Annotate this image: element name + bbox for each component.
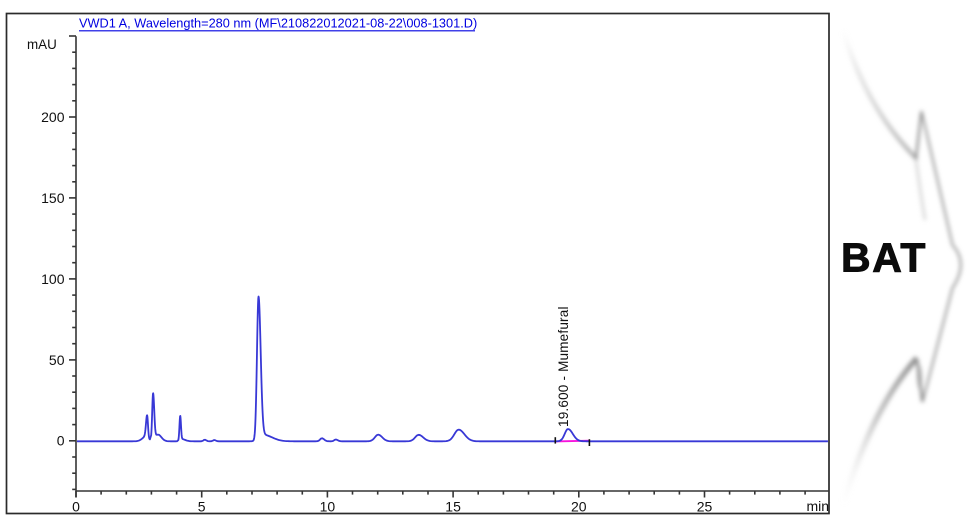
svg-text:5: 5 — [198, 499, 206, 515]
svg-text:0: 0 — [72, 499, 80, 515]
svg-text:min: min — [806, 498, 829, 514]
svg-text:15: 15 — [445, 499, 461, 515]
svg-text:50: 50 — [49, 352, 65, 368]
svg-text:19.600 - Mumefural: 19.600 - Mumefural — [556, 306, 571, 427]
svg-text:25: 25 — [697, 499, 713, 515]
svg-text:10: 10 — [320, 499, 336, 515]
svg-text:100: 100 — [41, 271, 65, 287]
svg-text:0: 0 — [57, 433, 65, 449]
svg-text:200: 200 — [41, 109, 65, 125]
svg-text:BAT: BAT — [841, 235, 927, 281]
svg-text:VWD1 A, Wavelength=280 nm (MF\: VWD1 A, Wavelength=280 nm (MF\2108220120… — [79, 15, 477, 30]
svg-text:20: 20 — [571, 499, 587, 515]
svg-text:mAU: mAU — [27, 37, 57, 52]
svg-text:150: 150 — [41, 190, 65, 206]
